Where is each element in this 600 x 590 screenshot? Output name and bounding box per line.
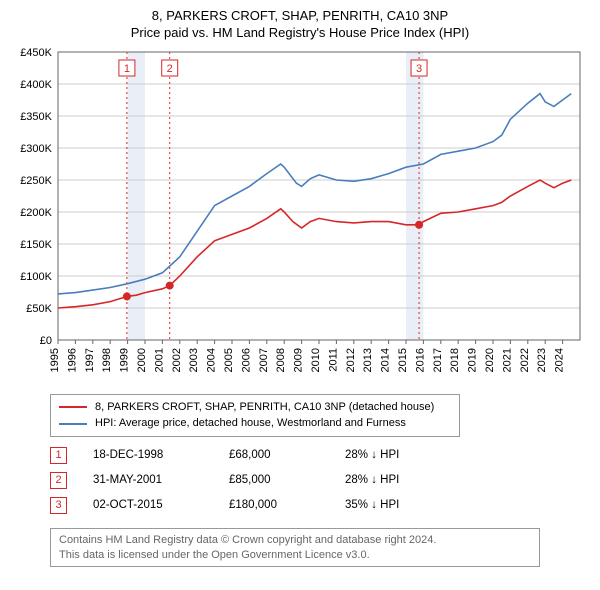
marker-date: 18-DEC-1998 [93, 449, 203, 461]
chart-container: 8, PARKERS CROFT, SHAP, PENRITH, CA10 3N… [0, 0, 600, 590]
chart-title-line2: Price paid vs. HM Land Registry's House … [12, 25, 588, 42]
marker-diff: 28% ↓ HPI [345, 449, 455, 461]
chart-area: £0 £50K £100K £150K £200K £250K £300K £350K £400… [12, 46, 588, 386]
svg-text:2012: 2012 [345, 348, 357, 372]
svg-text:2010: 2010 [310, 348, 322, 372]
legend-swatch [59, 406, 87, 408]
svg-text:£200K: £200K [20, 207, 52, 219]
marker-date: 31-MAY-2001 [93, 474, 203, 486]
footer-line: Contains HM Land Registry data © Crown c… [59, 533, 531, 548]
svg-text:2008: 2008 [275, 348, 287, 372]
svg-text:2002: 2002 [171, 348, 183, 372]
legend: 8, PARKERS CROFT, SHAP, PENRITH, CA10 3N… [50, 394, 460, 437]
marker-number-box: 1 [50, 447, 67, 464]
footer-line: This data is licensed under the Open Gov… [59, 548, 531, 563]
legend-label: HPI: Average price, detached house, West… [95, 415, 406, 432]
chart-title-line1: 8, PARKERS CROFT, SHAP, PENRITH, CA10 3N… [12, 8, 588, 25]
svg-text:1998: 1998 [101, 348, 113, 372]
legend-swatch [59, 423, 87, 425]
svg-text:2000: 2000 [136, 348, 148, 372]
svg-text:2024: 2024 [554, 348, 566, 372]
chart-svg: £0 £50K £100K £150K £200K £250K £300K £350K £400… [12, 46, 588, 386]
svg-text:2023: 2023 [536, 348, 548, 372]
svg-text:2: 2 [167, 63, 173, 75]
svg-text:3: 3 [416, 63, 422, 75]
svg-text:2015: 2015 [397, 348, 409, 372]
svg-text:£450K: £450K [20, 47, 52, 59]
marker-row: 3 02-OCT-2015 £180,000 35% ↓ HPI [50, 497, 584, 514]
marker-diff: 35% ↓ HPI [345, 499, 455, 511]
marker-price: £180,000 [229, 499, 319, 511]
legend-item: HPI: Average price, detached house, West… [59, 415, 451, 432]
svg-text:2004: 2004 [206, 348, 218, 372]
svg-text:1997: 1997 [84, 348, 96, 372]
svg-text:2020: 2020 [484, 348, 496, 372]
svg-text:1: 1 [124, 63, 130, 75]
svg-text:1995: 1995 [49, 348, 61, 372]
svg-text:2013: 2013 [362, 348, 374, 372]
svg-text:1999: 1999 [119, 348, 131, 372]
marker-row: 2 31-MAY-2001 £85,000 28% ↓ HPI [50, 472, 584, 489]
svg-text:1996: 1996 [66, 348, 78, 372]
svg-text:£400K: £400K [20, 79, 52, 91]
marker-number-box: 3 [50, 497, 67, 514]
svg-text:2019: 2019 [467, 348, 479, 372]
svg-text:2022: 2022 [519, 348, 531, 372]
svg-text:2009: 2009 [293, 348, 305, 372]
svg-text:£150K: £150K [20, 239, 52, 251]
svg-text:2016: 2016 [414, 348, 426, 372]
svg-text:2003: 2003 [188, 348, 200, 372]
svg-text:2001: 2001 [153, 348, 165, 372]
svg-text:£250K: £250K [20, 175, 52, 187]
marker-row: 1 18-DEC-1998 £68,000 28% ↓ HPI [50, 447, 584, 464]
svg-text:2007: 2007 [258, 348, 270, 372]
svg-text:£350K: £350K [20, 111, 52, 123]
svg-text:2018: 2018 [449, 348, 461, 372]
svg-text:2021: 2021 [501, 348, 513, 372]
svg-text:£300K: £300K [20, 143, 52, 155]
svg-text:£0: £0 [40, 335, 52, 347]
svg-text:2011: 2011 [327, 348, 339, 372]
legend-item: 8, PARKERS CROFT, SHAP, PENRITH, CA10 3N… [59, 399, 451, 416]
svg-text:2014: 2014 [380, 348, 392, 372]
svg-text:£100K: £100K [20, 271, 52, 283]
svg-text:2005: 2005 [223, 348, 235, 372]
marker-number-box: 2 [50, 472, 67, 489]
marker-price: £85,000 [229, 474, 319, 486]
marker-price: £68,000 [229, 449, 319, 461]
svg-text:2017: 2017 [432, 348, 444, 372]
svg-text:£50K: £50K [26, 303, 52, 315]
svg-text:2006: 2006 [240, 348, 252, 372]
marker-diff: 28% ↓ HPI [345, 474, 455, 486]
marker-table: 1 18-DEC-1998 £68,000 28% ↓ HPI 2 31-MAY… [50, 447, 584, 522]
marker-date: 02-OCT-2015 [93, 499, 203, 511]
legend-label: 8, PARKERS CROFT, SHAP, PENRITH, CA10 3N… [95, 399, 434, 416]
footer-attribution: Contains HM Land Registry data © Crown c… [50, 528, 540, 568]
